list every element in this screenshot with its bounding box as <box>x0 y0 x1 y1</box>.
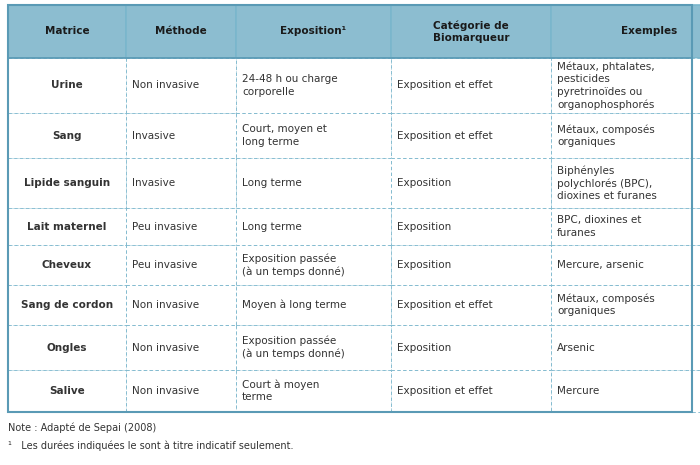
Bar <box>391 285 551 325</box>
Text: Métaux, composés
organiques: Métaux, composés organiques <box>557 124 654 147</box>
Bar <box>236 370 391 412</box>
Bar <box>391 325 551 370</box>
Bar <box>551 325 700 370</box>
Text: Non invasive: Non invasive <box>132 80 199 91</box>
Text: ¹   Les durées indiquées le sont à titre indicatif seulement.: ¹ Les durées indiquées le sont à titre i… <box>8 440 293 451</box>
Bar <box>236 113 391 158</box>
Bar <box>391 158 551 208</box>
Bar <box>236 5 391 58</box>
Text: Sang de cordon: Sang de cordon <box>21 300 113 310</box>
Text: Long terme: Long terme <box>242 221 302 232</box>
Bar <box>8 5 126 58</box>
Text: Peu invasive: Peu invasive <box>132 221 197 232</box>
Text: Matrice: Matrice <box>45 27 90 36</box>
Text: BPC, dioxines et
furanes: BPC, dioxines et furanes <box>557 215 641 238</box>
Bar <box>236 58 391 113</box>
Text: Note : Adapté de Sepai (2008): Note : Adapté de Sepai (2008) <box>8 422 156 432</box>
Text: Exposition: Exposition <box>397 343 452 352</box>
Text: 24-48 h ou charge
corporelle: 24-48 h ou charge corporelle <box>242 74 337 97</box>
Bar <box>551 58 700 113</box>
Text: Court à moyen
terme: Court à moyen terme <box>242 379 319 402</box>
Bar <box>551 285 700 325</box>
Text: Exposition: Exposition <box>397 260 452 270</box>
Text: Exposition et effet: Exposition et effet <box>397 80 493 91</box>
Bar <box>8 208 126 245</box>
Text: Méthode: Méthode <box>155 27 207 36</box>
Text: Peu invasive: Peu invasive <box>132 260 197 270</box>
Bar <box>236 285 391 325</box>
Text: Moyen à long terme: Moyen à long terme <box>242 300 346 310</box>
Bar <box>391 58 551 113</box>
Bar <box>8 5 692 412</box>
Text: Lait maternel: Lait maternel <box>27 221 106 232</box>
Text: Catégorie de
Biomarqueur: Catégorie de Biomarqueur <box>433 20 510 43</box>
Text: Mercure, arsenic: Mercure, arsenic <box>557 260 644 270</box>
Text: Exposition et effet: Exposition et effet <box>397 131 493 140</box>
Text: Métaux, composés
organiques: Métaux, composés organiques <box>557 293 654 317</box>
Bar <box>126 158 236 208</box>
Text: Salive: Salive <box>49 386 85 396</box>
Text: Sang: Sang <box>52 131 82 140</box>
Text: Exemples: Exemples <box>622 27 678 36</box>
Text: Urine: Urine <box>51 80 83 91</box>
Bar <box>8 113 126 158</box>
Text: Non invasive: Non invasive <box>132 343 199 352</box>
Text: Invasive: Invasive <box>132 178 175 188</box>
Bar <box>126 245 236 285</box>
Bar <box>551 5 700 58</box>
Bar <box>126 5 236 58</box>
Text: Invasive: Invasive <box>132 131 175 140</box>
Bar <box>126 208 236 245</box>
Bar <box>8 370 126 412</box>
Bar <box>236 245 391 285</box>
Bar <box>8 285 126 325</box>
Text: Arsenic: Arsenic <box>557 343 596 352</box>
Text: Exposition passée
(à un temps donné): Exposition passée (à un temps donné) <box>242 253 344 277</box>
Text: Non invasive: Non invasive <box>132 386 199 396</box>
Bar <box>551 113 700 158</box>
Text: Exposition et effet: Exposition et effet <box>397 300 493 310</box>
Text: Lipide sanguin: Lipide sanguin <box>24 178 110 188</box>
Bar <box>236 158 391 208</box>
Text: Long terme: Long terme <box>242 178 302 188</box>
Text: Cheveux: Cheveux <box>42 260 92 270</box>
Bar <box>551 370 700 412</box>
Bar <box>126 285 236 325</box>
Bar <box>236 208 391 245</box>
Text: Mercure: Mercure <box>557 386 599 396</box>
Bar <box>391 370 551 412</box>
Bar <box>551 208 700 245</box>
Text: Ongles: Ongles <box>47 343 88 352</box>
Bar <box>551 245 700 285</box>
Text: Court, moyen et
long terme: Court, moyen et long terme <box>242 124 327 146</box>
Bar <box>126 370 236 412</box>
Bar <box>236 325 391 370</box>
Bar <box>8 58 126 113</box>
Bar <box>391 113 551 158</box>
Bar <box>8 245 126 285</box>
Text: Exposition et effet: Exposition et effet <box>397 386 493 396</box>
Bar <box>126 58 236 113</box>
Text: Exposition: Exposition <box>397 178 452 188</box>
Bar <box>551 158 700 208</box>
Bar <box>391 208 551 245</box>
Text: Exposition¹: Exposition¹ <box>281 27 346 36</box>
Bar <box>126 325 236 370</box>
Bar <box>391 245 551 285</box>
Bar <box>126 113 236 158</box>
Text: Exposition passée
(à un temps donné): Exposition passée (à un temps donné) <box>242 336 344 359</box>
Text: Exposition: Exposition <box>397 221 452 232</box>
Bar <box>8 158 126 208</box>
Text: Non invasive: Non invasive <box>132 300 199 310</box>
Bar <box>391 5 551 58</box>
Text: Biphényles
polychlorés (BPC),
dioxines et furanes: Biphényles polychlorés (BPC), dioxines e… <box>557 165 657 201</box>
Text: Métaux, phtalates,
pesticides
pyretrinoïdes ou
organophosphorés: Métaux, phtalates, pesticides pyretrinoï… <box>557 61 654 110</box>
Bar <box>8 325 126 370</box>
